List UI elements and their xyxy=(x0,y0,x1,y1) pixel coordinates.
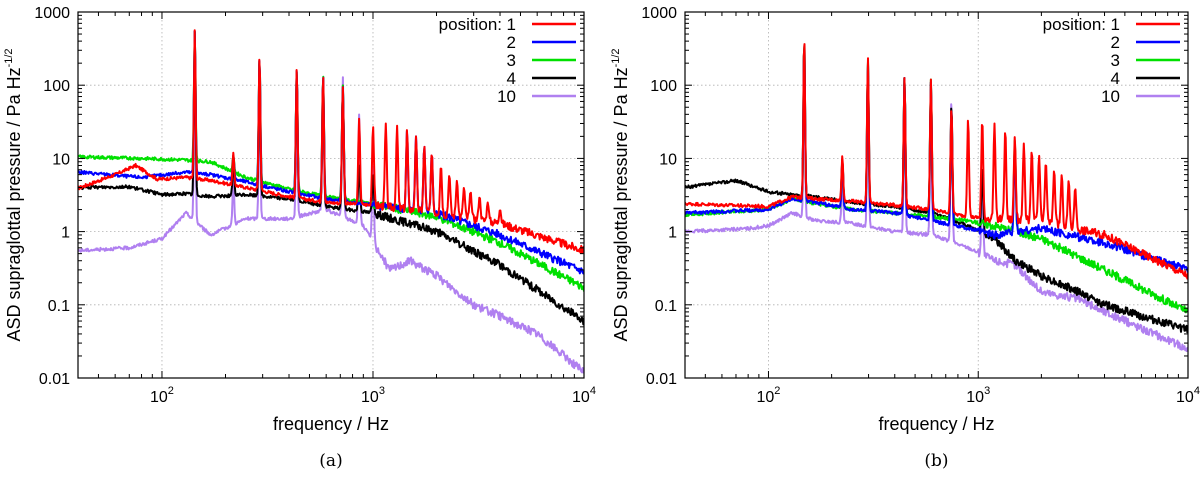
series-2-line xyxy=(78,30,584,275)
plot-frame xyxy=(684,11,1189,379)
plot-area xyxy=(685,43,1188,353)
y-tick-label: 1 xyxy=(668,225,677,242)
legend-entry-label: 10 xyxy=(497,87,516,106)
x-tick-label: 102 xyxy=(150,385,174,406)
legend-entry-label: 4 xyxy=(1111,69,1120,88)
series-4-line xyxy=(78,30,584,326)
panel-caption: (b) xyxy=(924,451,948,471)
y-tick-label: 0.1 xyxy=(48,298,70,315)
y-tick-label: 0.01 xyxy=(646,371,677,388)
series-4-line xyxy=(685,43,1188,334)
legend-entry-label: 1 xyxy=(1111,15,1120,34)
x-tick-label: 102 xyxy=(757,385,781,406)
legend-entry-label: 3 xyxy=(507,51,516,70)
series-1-line xyxy=(685,43,1188,280)
y-tick-label: 0.01 xyxy=(39,371,70,388)
y-axis-label: ASD supraglottal pressure / Pa Hz-1/2 xyxy=(3,48,24,341)
y-tick-label: 10 xyxy=(659,151,677,168)
x-tick-label: 104 xyxy=(572,385,596,406)
y-tick-label: 10 xyxy=(52,151,70,168)
y-tick-label: 100 xyxy=(650,78,677,95)
legend-title: position: xyxy=(1043,15,1106,34)
y-tick-label: 1000 xyxy=(34,5,70,22)
panel-caption: (a) xyxy=(319,451,342,471)
legend-entry-label: 4 xyxy=(507,69,516,88)
x-axis-label: frequency / Hz xyxy=(273,414,389,434)
legend-entry-label: 1 xyxy=(507,15,516,34)
legend-entry-label: 2 xyxy=(507,33,516,52)
y-tick-label: 0.1 xyxy=(655,298,677,315)
legend-entry-label: 10 xyxy=(1101,87,1120,106)
legend-entry-label: 3 xyxy=(1111,51,1120,70)
y-tick-label: 1000 xyxy=(641,5,677,22)
y-axis-label: ASD supraglottal pressure / Pa Hz-1/2 xyxy=(610,48,631,341)
legend-entry-label: 2 xyxy=(1111,33,1120,52)
series-1-line xyxy=(78,29,584,254)
x-tick-label: 104 xyxy=(1176,385,1200,406)
y-tick-label: 1 xyxy=(61,225,70,242)
series-10-line xyxy=(685,70,1188,353)
y-tick-label: 100 xyxy=(43,78,70,95)
plot-frame xyxy=(77,11,585,379)
x-tick-label: 103 xyxy=(966,385,990,406)
plot-area xyxy=(78,29,584,374)
legend-title: position: xyxy=(439,15,502,34)
series-10-line xyxy=(78,50,584,374)
series-2-line xyxy=(685,47,1188,273)
x-axis-label: frequency / Hz xyxy=(878,414,994,434)
x-tick-label: 103 xyxy=(361,385,385,406)
